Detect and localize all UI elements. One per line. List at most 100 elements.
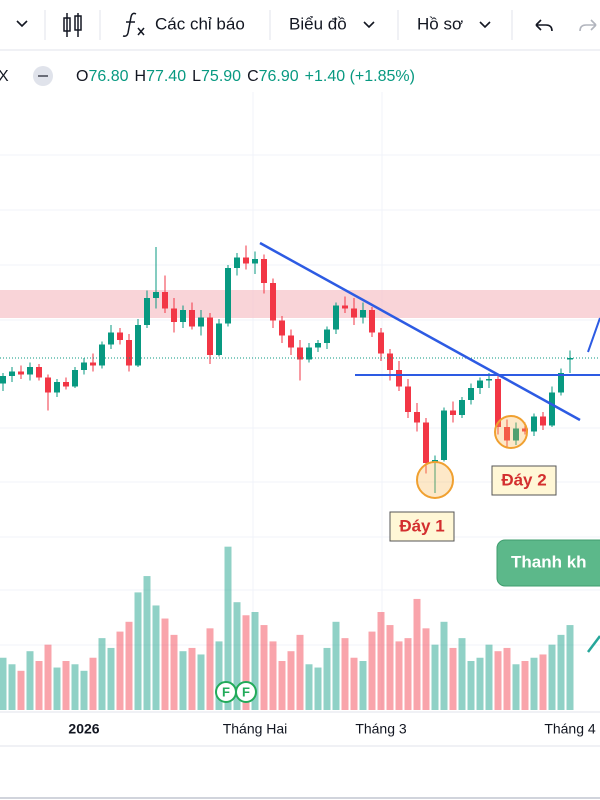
bottom-1-circle [416, 461, 454, 499]
volume-bar [53, 667, 61, 710]
volume-bar [548, 644, 556, 710]
volume-bar [305, 664, 313, 710]
candle-body [531, 416, 537, 432]
volume-bar [44, 644, 52, 710]
chart-menu-chevron[interactable] [363, 21, 375, 29]
volume-bar [395, 641, 403, 710]
bottom-1-label: Đáy 1 [399, 516, 444, 535]
trend-line[interactable] [259, 241, 581, 422]
candle-body [468, 388, 474, 400]
ohlc-legend: O 76.80 H 77.40 L 75.90 C 76.90 +1.40 (+1.85%) [76, 68, 415, 85]
volume-bar [404, 638, 412, 710]
volume-bar [269, 641, 277, 710]
candle-body [18, 371, 24, 375]
volume-bar [341, 638, 349, 710]
volume-bar [440, 621, 448, 710]
volume-bar [314, 667, 322, 710]
x-tick-label: Tháng Hai [223, 721, 288, 737]
candle-body [27, 367, 33, 375]
candle-body [378, 332, 384, 354]
volume-bar [377, 612, 385, 710]
indicators-button[interactable]: Các chỉ báo [155, 14, 245, 33]
event-marker[interactable] [235, 681, 257, 703]
candle-body [225, 268, 231, 324]
candle-body [540, 416, 546, 426]
candle-body [45, 377, 51, 393]
candle-body [234, 257, 240, 268]
volume-bar [188, 647, 196, 710]
profile-menu[interactable]: Hồ sơ [417, 14, 463, 33]
candle-body [198, 317, 204, 327]
volume-bar [233, 602, 241, 710]
volume-bar [323, 647, 331, 710]
candle-body [495, 379, 501, 427]
x-tick-label: Tháng 3 [355, 721, 407, 737]
redo-button[interactable] [579, 19, 597, 32]
volume-bar [296, 634, 304, 710]
volume-bar [494, 651, 502, 710]
candle-body [243, 257, 249, 264]
candle-body [144, 298, 150, 325]
volume-bar [368, 631, 376, 710]
candle-body [369, 310, 375, 333]
candle-body [504, 427, 510, 441]
volume-bar [566, 625, 574, 710]
volume-bar [251, 612, 259, 710]
candle-body [99, 344, 105, 366]
volume-bar [116, 631, 124, 710]
volume-bar [260, 625, 268, 710]
candle-body [360, 310, 366, 318]
legend-high-key: H [135, 68, 147, 85]
candle-body [135, 325, 141, 366]
candle-body [324, 329, 330, 343]
volume-bar [458, 638, 466, 710]
candle-body [126, 340, 132, 366]
x-tick-label: 2026 [68, 721, 99, 737]
legend-open-key: O [76, 68, 88, 85]
candle-body [558, 373, 564, 393]
volume-bar [224, 546, 232, 710]
breakout-line[interactable] [587, 317, 600, 353]
volume-bar [386, 625, 394, 710]
undo-button[interactable] [535, 19, 553, 32]
candle-body [441, 410, 447, 460]
candle-body [117, 332, 123, 340]
volume-bar [332, 621, 340, 710]
candle-body [0, 376, 6, 384]
volume-bar [359, 661, 367, 710]
volume-bar [422, 628, 430, 710]
menu-chevron[interactable] [16, 20, 28, 28]
volume-bar [8, 664, 16, 710]
candle-body [9, 371, 15, 376]
volume-bar [521, 661, 529, 710]
candle-body [351, 308, 357, 318]
volume-bar [215, 641, 223, 710]
volume-bar [476, 657, 484, 710]
bottom-2-box [491, 465, 557, 496]
volume-arrow [587, 635, 600, 653]
volume-bar [26, 651, 34, 710]
candle-body [171, 308, 177, 322]
legend-low-key: L [192, 68, 201, 85]
candle-body [279, 320, 285, 336]
candle-body [549, 392, 555, 426]
volume-bar [431, 644, 439, 710]
volume-bar [152, 605, 160, 710]
candle-body [90, 362, 96, 366]
volume-bar [0, 657, 7, 710]
volume-bar [197, 654, 205, 710]
volume-bar [539, 654, 547, 710]
liquidity-label: Thanh kh [511, 552, 587, 571]
candle-type-icon[interactable] [63, 13, 82, 37]
volume-bar [80, 670, 88, 710]
indicators-icon[interactable] [122, 12, 145, 37]
candle-body [252, 259, 258, 264]
profile-menu-chevron[interactable] [479, 21, 491, 29]
candle-body [108, 332, 114, 345]
volume-bar [206, 628, 214, 710]
chart-menu[interactable]: Biểu đồ [289, 14, 347, 33]
candle-body [459, 400, 465, 415]
candle-body [63, 382, 69, 387]
candle-body [72, 370, 78, 387]
